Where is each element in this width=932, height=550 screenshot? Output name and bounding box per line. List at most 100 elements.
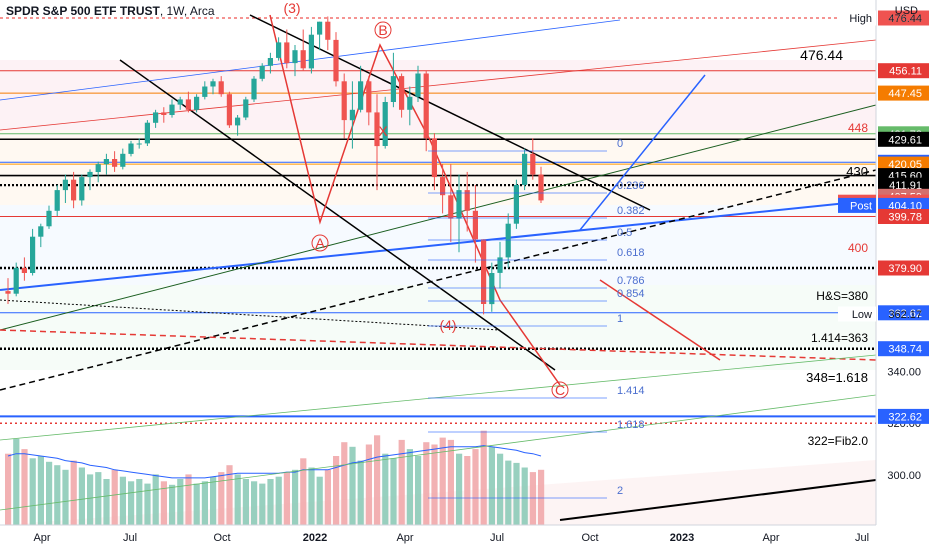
candle-body: [505, 223, 511, 258]
volume-bar: [13, 438, 20, 525]
volume-bar: [431, 444, 438, 525]
projection-up: [579, 74, 706, 231]
candle-body: [243, 99, 249, 118]
volume-bar: [374, 435, 381, 525]
currency-label[interactable]: USD: [894, 5, 918, 17]
trend-line: [0, 299, 501, 331]
candle-body: [30, 236, 36, 273]
volume-bar: [95, 472, 102, 525]
fib-label: 0.786: [617, 275, 645, 287]
price-badge-text: 348.74: [888, 344, 922, 356]
time-tick: Apr: [396, 532, 413, 544]
candle-body: [21, 267, 27, 273]
candle-body: [62, 179, 68, 191]
price-badge-text: 447.45: [888, 88, 922, 100]
candle-body: [489, 273, 495, 305]
fib-label: 0.382: [617, 205, 645, 217]
candle-body: [382, 102, 388, 146]
volume-bar: [267, 479, 274, 525]
volume-bar: [29, 458, 36, 525]
chart-annotation: 476.44: [800, 47, 843, 63]
candle-body: [300, 50, 306, 69]
projection-down: [599, 279, 721, 361]
volume-bar: [128, 481, 135, 525]
candle-body: [267, 58, 273, 66]
extreme-value: 362.17: [888, 309, 922, 321]
candle-body: [235, 117, 241, 126]
volume-bar: [144, 483, 151, 525]
candle-body: [448, 195, 454, 219]
candle-body: [95, 164, 101, 172]
volume-bar: [349, 446, 356, 525]
chart-annotation: 448: [848, 121, 868, 135]
volume-bar: [472, 449, 479, 525]
candle-body: [210, 81, 216, 87]
candle-body: [292, 50, 298, 64]
candle-body: [13, 267, 19, 294]
price-badge: [878, 131, 929, 147]
candle-body: [226, 94, 232, 126]
time-axis[interactable]: Apr Jul Oct 2022 Apr Jul Oct 2023 Apr Jul: [0, 524, 932, 550]
volume-bar: [242, 479, 249, 525]
trend-drawings: [0, 14, 876, 521]
volume-bar: [513, 462, 520, 525]
candlestick-series: [5, 16, 544, 315]
fib-label: 0: [617, 138, 623, 150]
volume-bar: [308, 467, 315, 525]
exchange-label: Arca: [189, 4, 215, 18]
series-label-badge: [838, 197, 876, 213]
volume-bar: [160, 481, 167, 525]
interval-label[interactable]: 1W: [166, 4, 184, 18]
candle-body: [325, 21, 331, 40]
price-badge-text: 429.61: [888, 134, 922, 146]
volume-bar: [398, 439, 405, 525]
price-axis[interactable]: 340.00320.00300.00476.44456.11447.45431.…: [838, 0, 932, 525]
volume-bar: [185, 474, 192, 525]
fib-label: 0.5: [617, 227, 632, 239]
volume-bar: [365, 444, 372, 525]
candle-body: [530, 153, 536, 175]
wave-label: B: [378, 22, 387, 38]
price-badge-text: 379.90: [888, 263, 922, 275]
candle-body: [259, 65, 265, 79]
price-badge: [878, 209, 929, 224]
volume-bar: [234, 474, 241, 525]
volume-bar: [464, 456, 471, 525]
volume-ma-line: [7, 445, 542, 479]
candle-body: [423, 73, 429, 139]
symbol-name[interactable]: SPDR S&P 500 ETF TRUST: [6, 4, 160, 18]
trend-line: [0, 199, 876, 291]
background-zones: [0, 60, 876, 525]
chart-header: SPDR S&P 500 ETF TRUST, 1W, Arca: [6, 4, 215, 18]
extreme-value: 476.44: [888, 13, 922, 25]
time-tick: Oct: [213, 532, 230, 544]
price-badge: [878, 305, 929, 321]
price-badge-text: 399.78: [888, 212, 922, 224]
price-tick: 300.00: [887, 470, 921, 482]
volume-bar: [119, 476, 126, 525]
price-badge: [878, 63, 929, 79]
candle-body: [71, 179, 77, 201]
volume-bar: [333, 456, 340, 525]
chart-annotation: 400: [848, 241, 868, 255]
volume-bar: [538, 469, 545, 525]
candle-body: [456, 190, 462, 219]
volume-bar: [423, 442, 430, 525]
volume-bar: [300, 458, 307, 525]
candle-body: [54, 190, 60, 211]
candle-body: [218, 81, 224, 95]
chart-annotations: 476.44448430415400H&S=3801.414=363348=1.…: [283, 0, 868, 499]
price-badge: [878, 85, 929, 101]
time-tick: Apr: [33, 532, 50, 544]
time-tick: 2022: [303, 532, 327, 544]
candle-body: [407, 96, 413, 110]
volume-bar: [456, 453, 463, 525]
price-badge: [878, 341, 929, 357]
volume-bar: [447, 439, 454, 525]
volume-bar: [529, 472, 536, 525]
price-badge: [878, 10, 929, 26]
candle-body: [46, 210, 52, 227]
header-sep: ,: [159, 4, 167, 18]
price-badge: [878, 408, 929, 424]
